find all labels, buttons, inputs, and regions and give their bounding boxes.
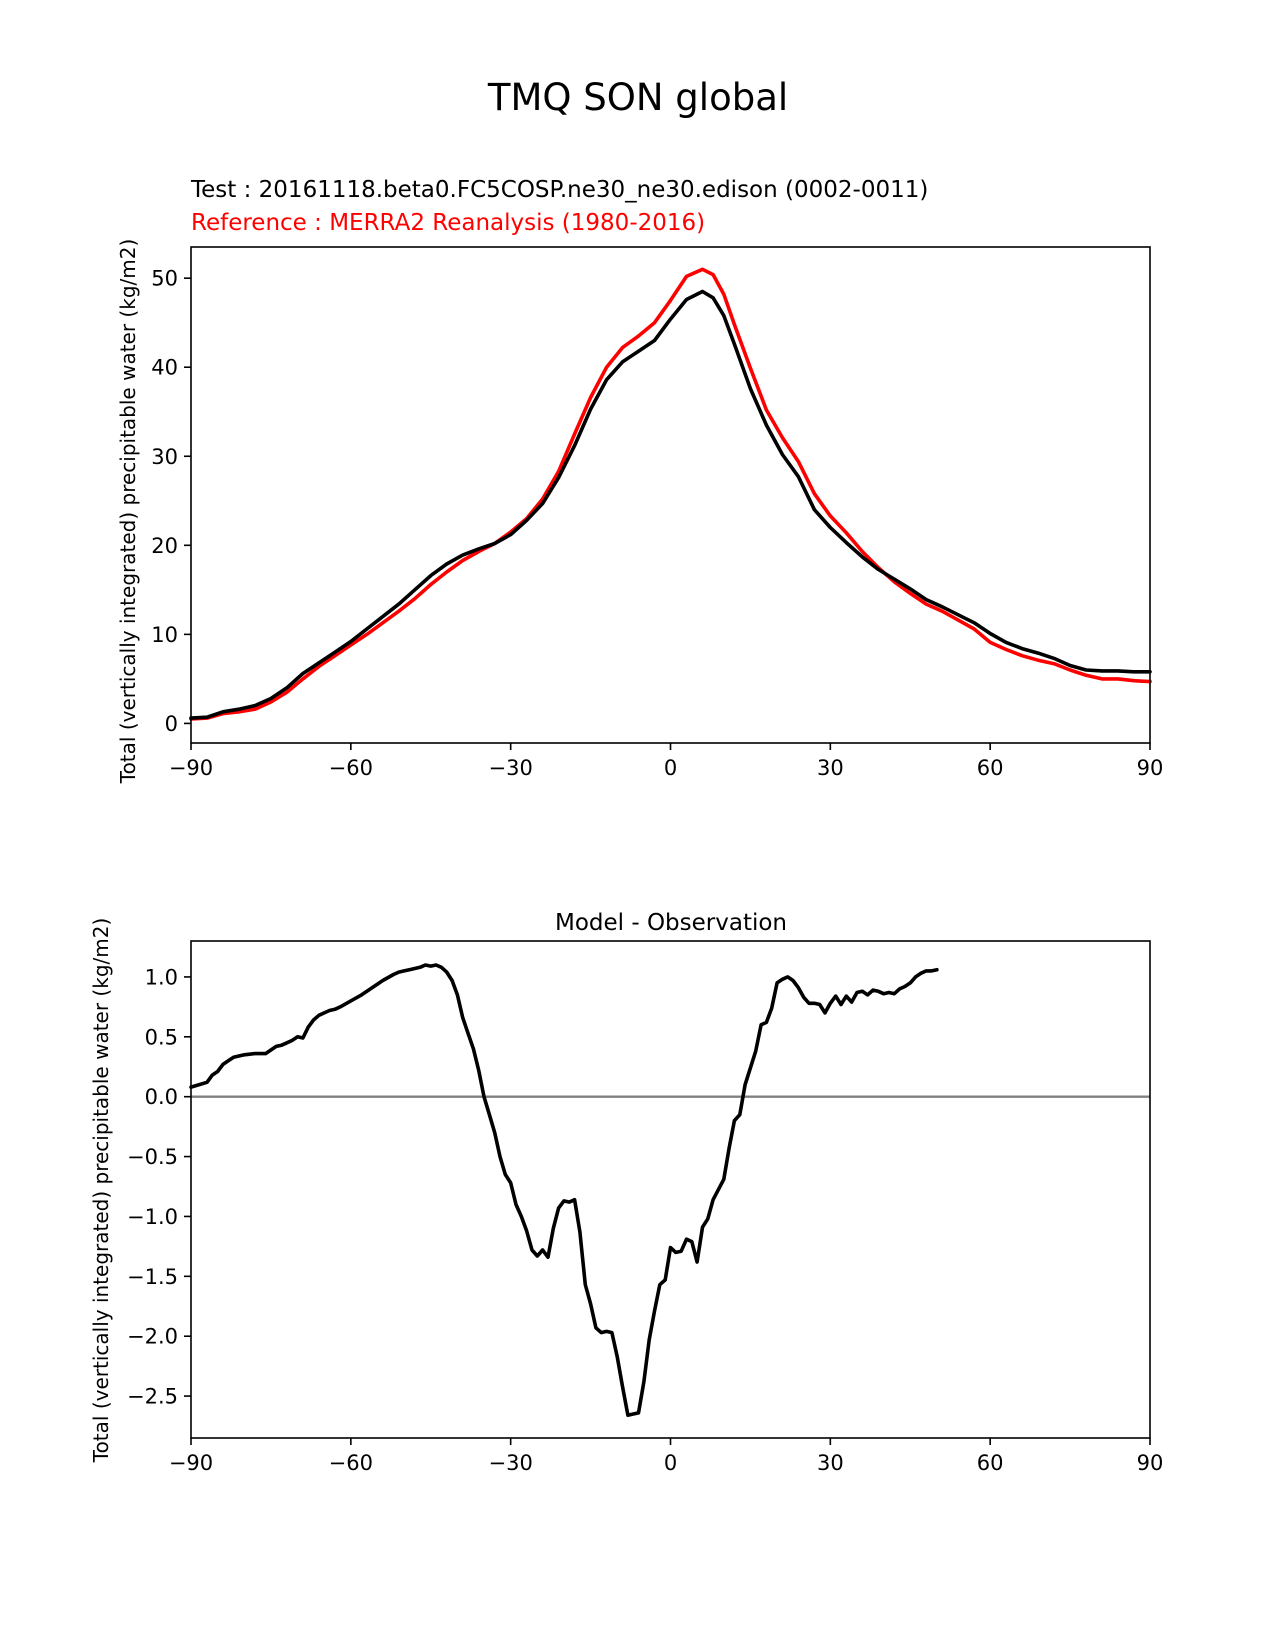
bottom-series-model-observation-line xyxy=(189,963,939,1417)
top-y-axis-label: Total (vertically integrated) precipitab… xyxy=(116,239,140,785)
bottom-y-tick-label: −0.5 xyxy=(127,1145,178,1169)
top-panel: Test : 20161118.beta0.FC5COSP.ne30_ne30.… xyxy=(116,177,1163,784)
bottom-x-tick-label: 0 xyxy=(664,1451,677,1475)
bottom-x-tick-label: 60 xyxy=(977,1451,1004,1475)
top-y-tick-label: 0 xyxy=(165,712,178,736)
top-x-tick-label: −60 xyxy=(329,756,373,780)
top-y-tick-label: 40 xyxy=(151,356,178,380)
bottom-x-tick-label: −60 xyxy=(329,1451,373,1475)
test-label: Test : 20161118.beta0.FC5COSP.ne30_ne30.… xyxy=(190,177,928,203)
top-plot-area: −90 −60 −30 0 30 60 90 0 10 20 30 40 50 xyxy=(151,246,1164,780)
bottom-x-tick-label: 90 xyxy=(1137,1451,1164,1475)
bottom-y-tick-label: 0.5 xyxy=(145,1025,178,1049)
bottom-plot-area: −90 −60 −30 0 30 60 90 1.0 0.5 0.0 −0.5 −1.0 −1.5 −2.… xyxy=(127,940,1164,1475)
top-y-tick-label: 20 xyxy=(151,534,178,558)
bottom-panel-title: Model - Observation xyxy=(555,910,787,936)
bottom-y-tick-label: −1.5 xyxy=(127,1265,178,1289)
bottom-x-tick-label: −30 xyxy=(489,1451,533,1475)
top-y-tick-label: 30 xyxy=(151,445,178,469)
top-series-reference-line xyxy=(189,267,1152,721)
top-x-tick-label: −30 xyxy=(489,756,533,780)
top-y-tick-label: 10 xyxy=(151,623,178,647)
top-x-tick-label: 0 xyxy=(664,756,677,780)
bottom-panel: Model - Observation Total (vertically in… xyxy=(89,910,1163,1475)
reference-label: Reference : MERRA2 Reanalysis (1980-2016… xyxy=(191,210,705,236)
figure-title: TMQ SON global xyxy=(487,76,788,119)
bottom-y-tick-label: −1.0 xyxy=(127,1205,178,1229)
top-y-tick-label: 50 xyxy=(151,267,178,291)
bottom-y-axis-label: Total (vertically integrated) precipitab… xyxy=(89,918,113,1464)
top-x-tick-label: −90 xyxy=(169,756,213,780)
bottom-x-tick-label: 30 xyxy=(817,1451,844,1475)
top-x-tick-label: 30 xyxy=(817,756,844,780)
bottom-x-tick-label: −90 xyxy=(169,1451,213,1475)
top-x-tick-label: 60 xyxy=(977,756,1004,780)
top-series-test-line xyxy=(189,289,1152,720)
bottom-y-tick-label: −2.5 xyxy=(127,1385,178,1409)
top-x-tick-label: 90 xyxy=(1137,756,1164,780)
bottom-y-tick-label: 1.0 xyxy=(145,965,178,989)
bottom-y-tick-label: −2.0 xyxy=(127,1325,178,1349)
bottom-y-tick-label: 0.0 xyxy=(145,1085,178,1109)
